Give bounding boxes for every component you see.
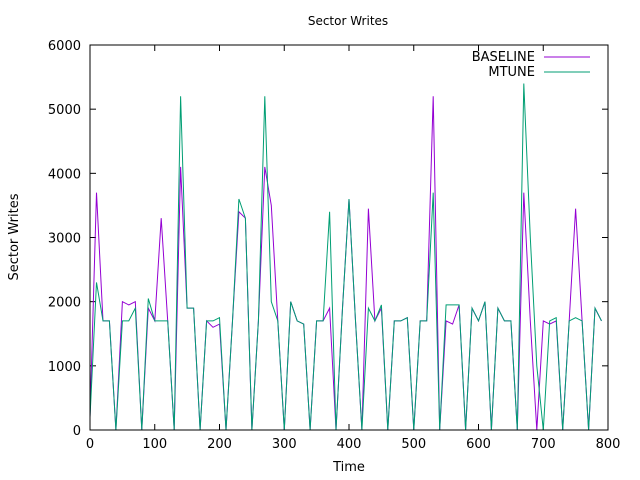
y-tick-label: 2000 <box>48 296 81 311</box>
series-lines <box>89 83 602 431</box>
y-axis-label: Sector Writes <box>7 193 22 280</box>
axis-ticks: 0 100 200 300 400 500 600 700 800 0 1000 2000 3000 40… <box>48 39 621 452</box>
x-tick-label: 200 <box>207 437 232 452</box>
series-line-baseline <box>89 96 602 431</box>
x-tick-label: 0 <box>86 437 94 452</box>
legend-label-baseline: BASELINE <box>472 50 535 65</box>
plot-frame <box>89 44 609 431</box>
y-tick-label: 5000 <box>48 103 81 118</box>
x-tick-label: 300 <box>272 437 297 452</box>
x-tick-label: 800 <box>596 437 621 452</box>
y-tick-label: 3000 <box>48 232 81 247</box>
legend-label-mtune: MTUNE <box>488 65 535 80</box>
x-tick-label: 500 <box>401 437 426 452</box>
x-tick-label: 100 <box>142 437 167 452</box>
x-tick-label: 700 <box>531 437 556 452</box>
chart-title: Sector Writes <box>308 14 388 28</box>
x-tick-label: 400 <box>337 437 362 452</box>
x-axis-label: Time <box>332 460 365 475</box>
y-tick-label: 4000 <box>48 167 81 182</box>
y-tick-label: 0 <box>73 424 81 439</box>
legend: BASELINE MTUNE <box>472 50 590 80</box>
x-tick-label: 600 <box>466 437 491 452</box>
y-tick-label: 6000 <box>48 39 81 54</box>
series-line-mtune <box>89 83 602 431</box>
y-tick-label: 1000 <box>48 360 81 375</box>
